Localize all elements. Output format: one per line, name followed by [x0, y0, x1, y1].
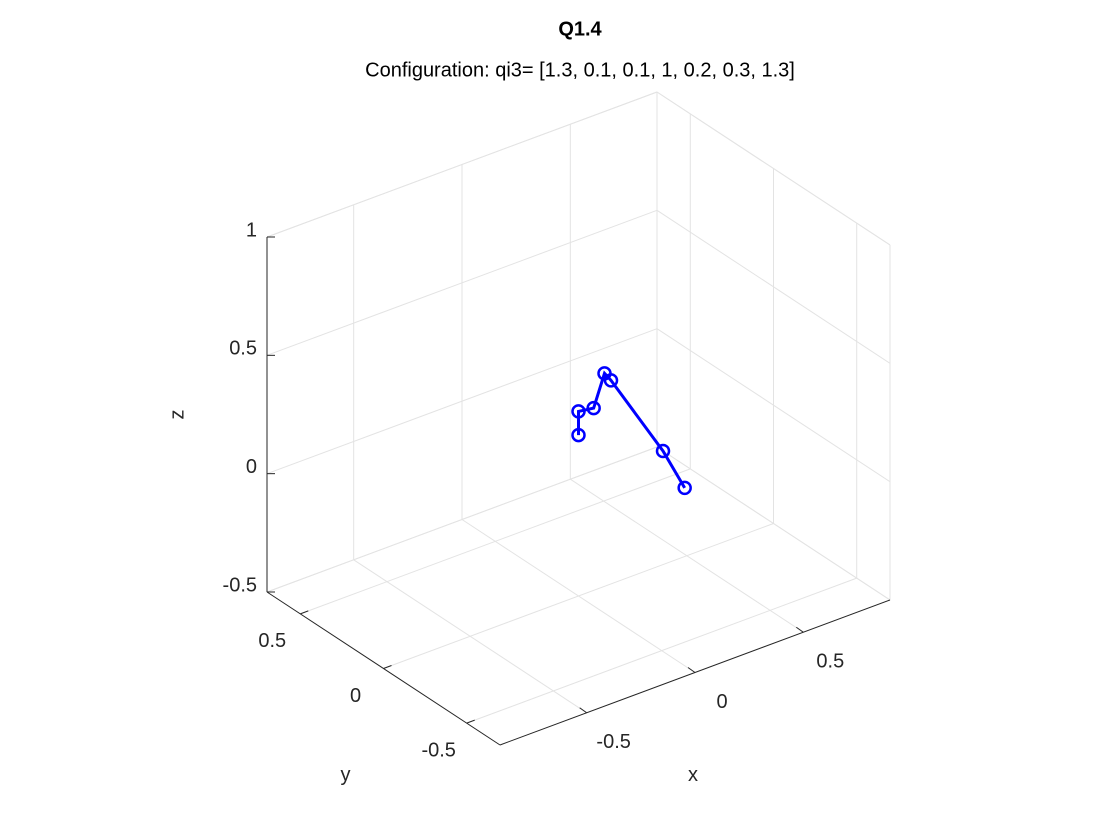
tick-mark: [796, 626, 804, 633]
data-line: [577, 370, 686, 489]
y-tick-label: 0: [350, 685, 361, 707]
z-tick-label: 1: [246, 219, 257, 241]
data-point: [586, 400, 601, 416]
x-tick-label: 0.5: [816, 651, 844, 673]
z-tick-label: 0.5: [229, 338, 257, 360]
data-point: [571, 404, 586, 419]
x-axis-label: x: [688, 764, 698, 786]
grid-line: [300, 468, 691, 615]
tick-mark: [383, 665, 392, 669]
data-point: [603, 373, 619, 388]
grid-line: [383, 523, 774, 669]
data-point: [677, 480, 692, 496]
data-point: [571, 427, 586, 443]
plot-area: -0.5 0 0.5 1 -0.5 0 0.5 -0.5 0 0.5 x y z: [166, 91, 891, 786]
tick-mark: [466, 719, 475, 724]
grid-line: [656, 91, 891, 246]
grid-line: [266, 328, 658, 475]
y-tick-label: -0.5: [421, 739, 455, 761]
chart-title: Q1.4: [558, 18, 602, 40]
tick-mark: [579, 707, 587, 714]
x-tick-label: -0.5: [596, 731, 630, 753]
data-point: [655, 443, 671, 459]
grid-line: [466, 577, 857, 724]
y-axis-label: y: [341, 764, 351, 786]
z-tick-label: -0.5: [223, 574, 257, 596]
grid-line: [656, 446, 891, 601]
grid-line: [656, 328, 891, 483]
grid-line: [266, 446, 658, 593]
grid-line: [266, 209, 658, 356]
grid-line: [656, 209, 891, 364]
z-tick-label: 0: [246, 456, 257, 478]
tick-mark: [687, 667, 696, 673]
z-axis-label: z: [166, 410, 188, 420]
y-tick-label: 0.5: [258, 630, 286, 652]
chart-subtitle: Configuration: qi3= [1.3, 0.1, 0.1, 1, 0…: [365, 59, 795, 81]
grid-line: [266, 91, 658, 238]
tick-mark: [300, 610, 309, 615]
x-tick-label: 0: [716, 691, 727, 713]
